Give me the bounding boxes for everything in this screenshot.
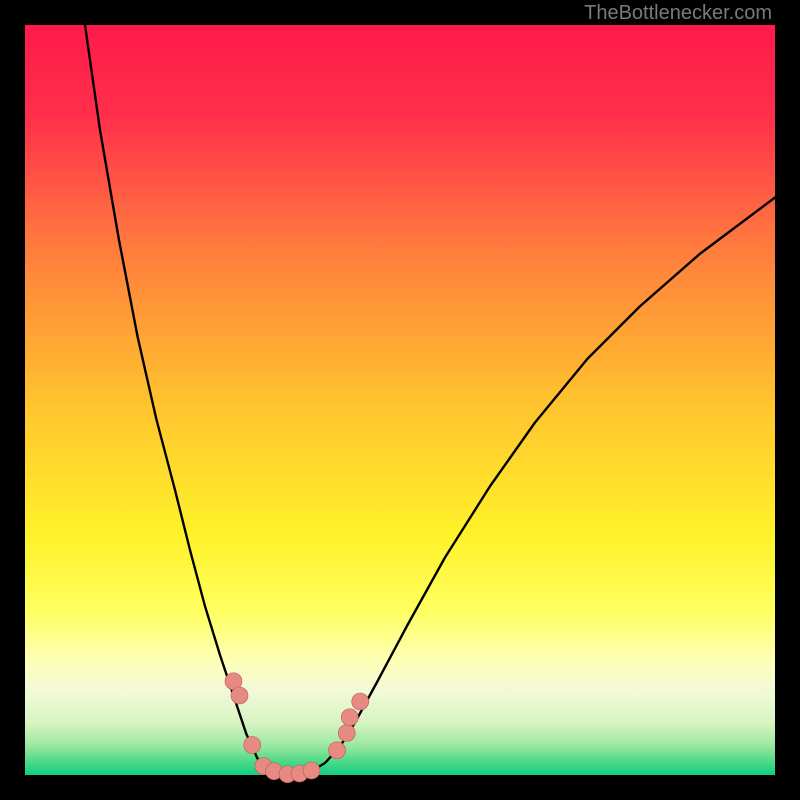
data-marker xyxy=(338,725,355,742)
curve-layer xyxy=(25,25,775,775)
data-marker xyxy=(341,709,358,726)
plot-area xyxy=(25,25,775,775)
data-marker xyxy=(303,762,320,779)
data-marker xyxy=(352,693,369,710)
data-marker xyxy=(244,737,261,754)
data-marker xyxy=(329,742,346,759)
bottleneck-curve xyxy=(85,25,775,775)
data-marker xyxy=(231,687,248,704)
chart-stage: TheBottlenecker.com xyxy=(0,0,800,800)
watermark-link[interactable]: TheBottlenecker.com xyxy=(584,2,772,25)
